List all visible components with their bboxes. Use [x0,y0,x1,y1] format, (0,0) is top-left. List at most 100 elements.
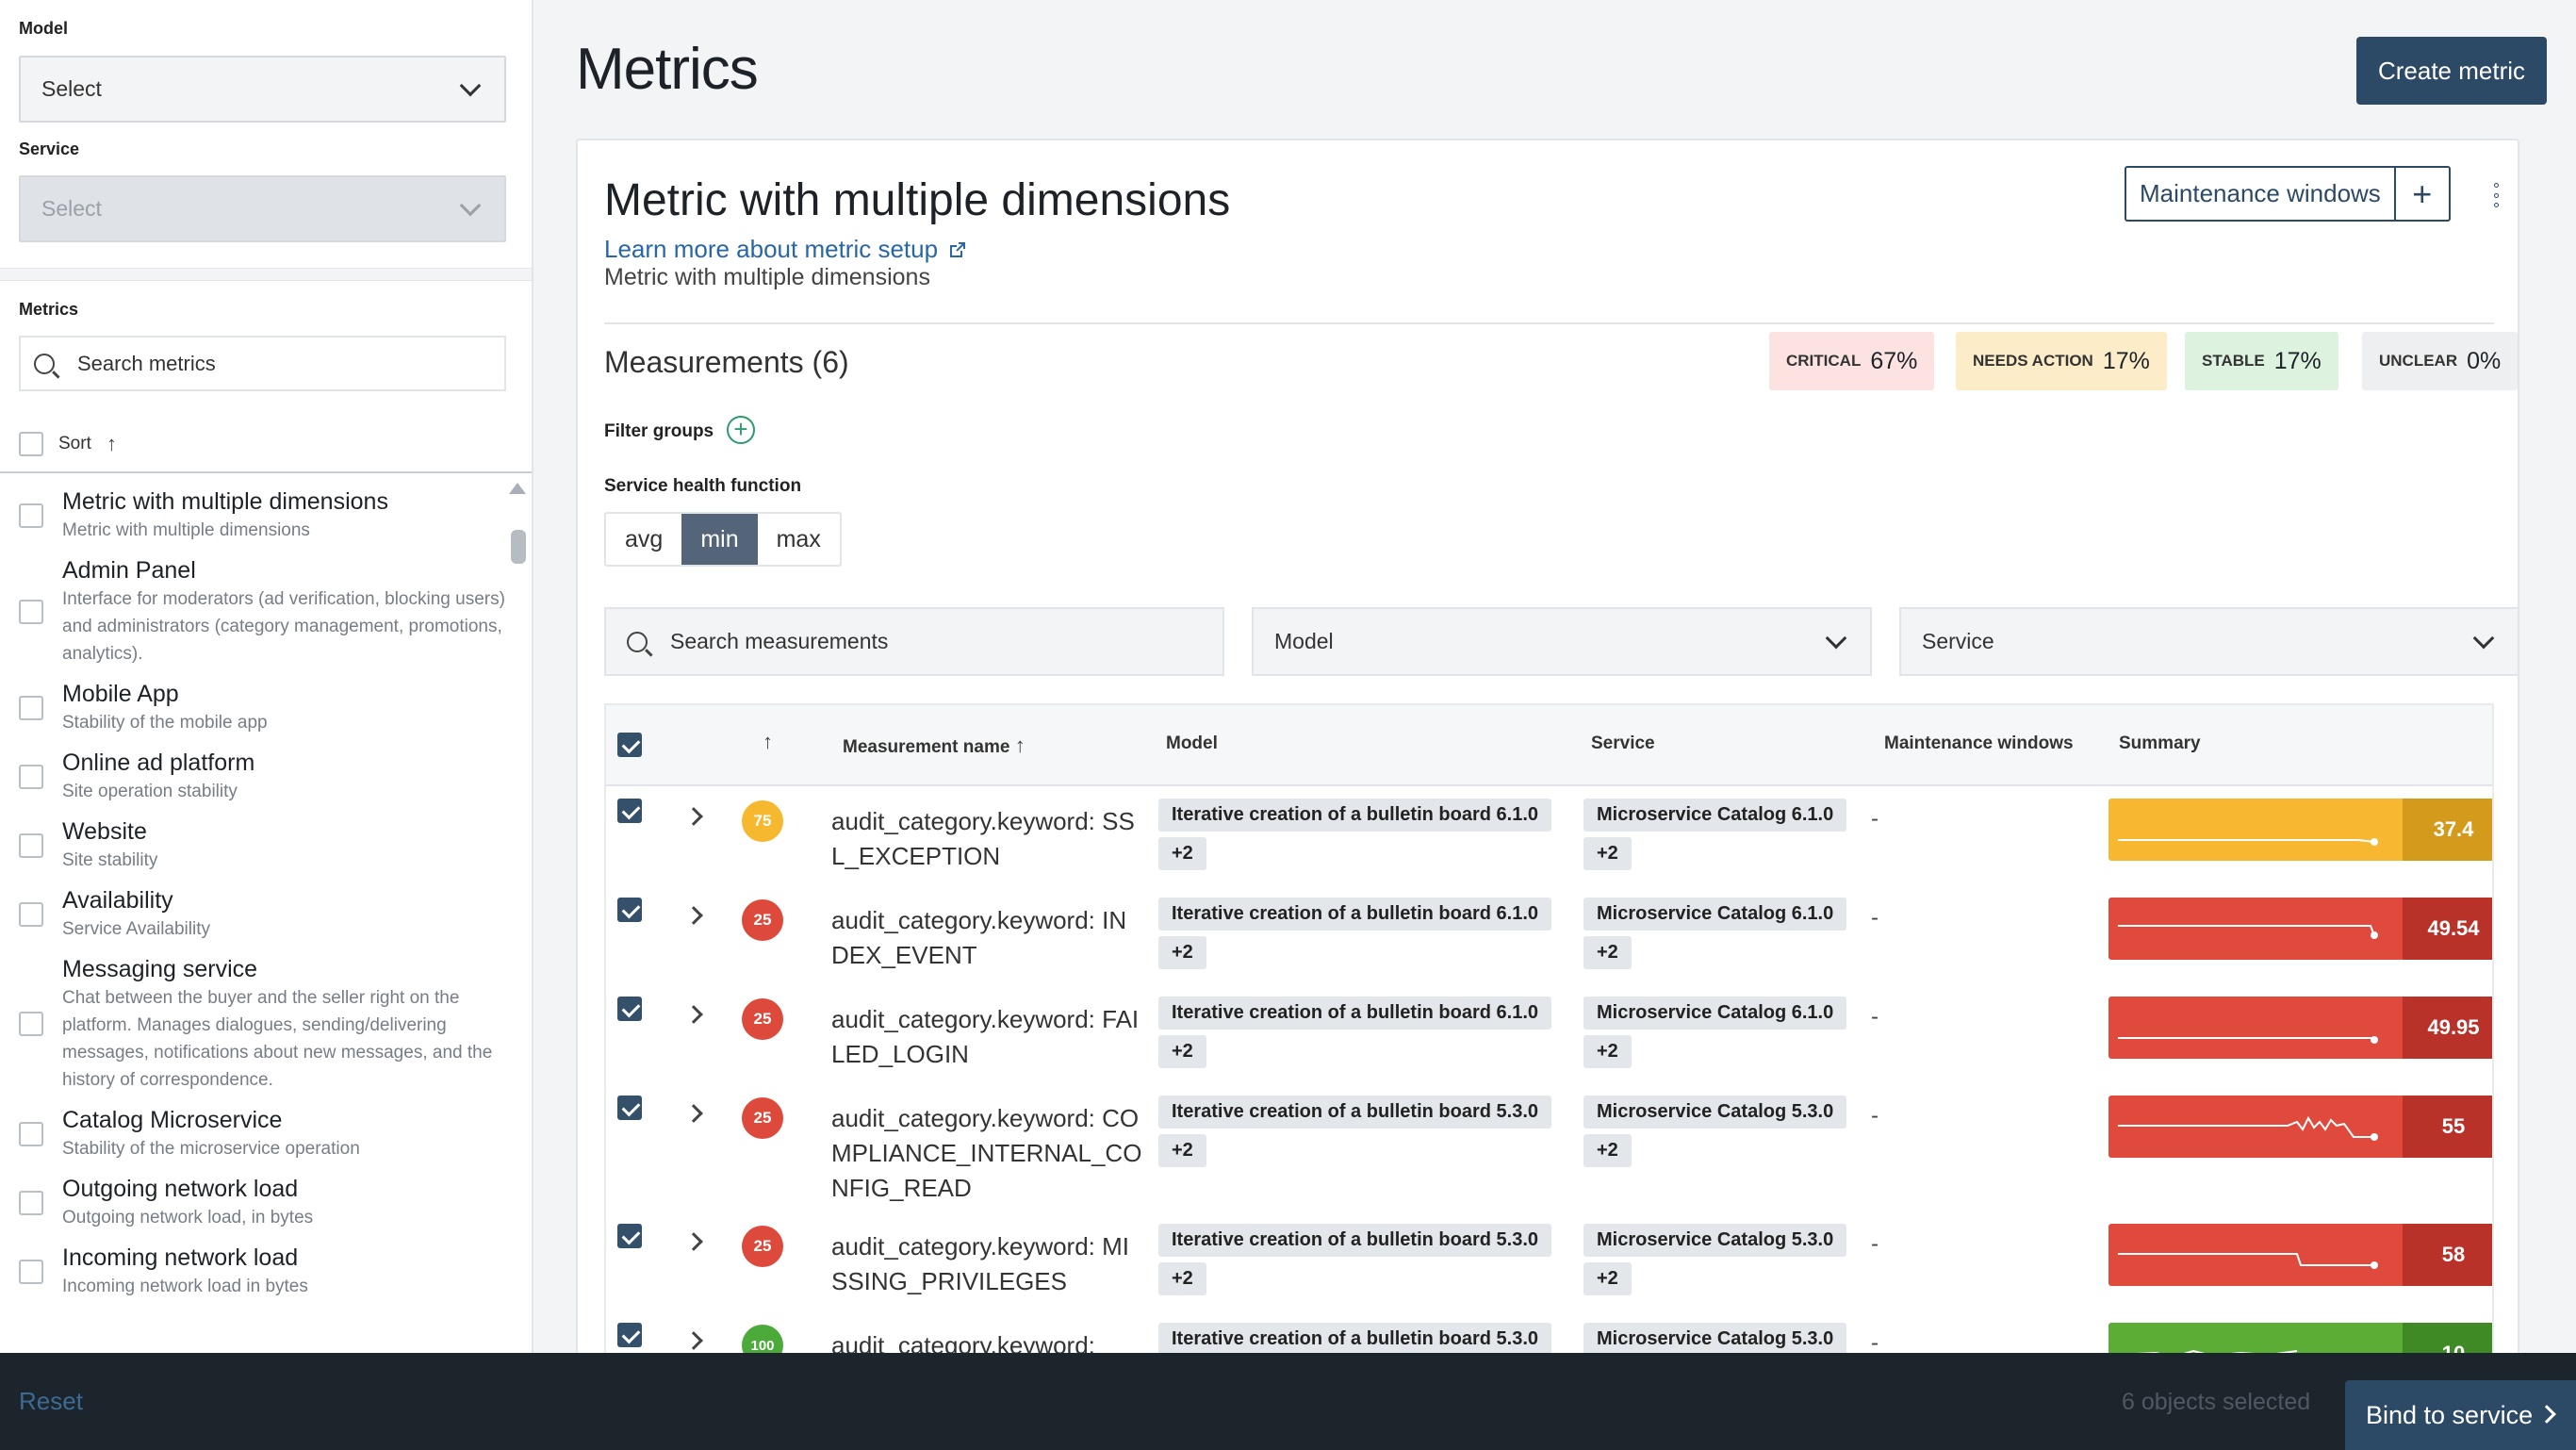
metric-description: Metric with multiple dimensions [62,520,310,540]
metric-list-item[interactable]: Mobile App Stability of the mobile app [0,673,509,742]
status-label: Critical [1786,352,1862,370]
metric-checkbox[interactable] [19,599,43,624]
model-more-tag[interactable]: +2 [1158,1035,1206,1068]
create-metric-button[interactable]: Create metric [2356,37,2547,105]
service-select-value: Select [41,196,102,221]
metric-description: Stability of the mobile app [62,713,268,733]
health-option-min[interactable]: min [681,514,758,565]
metric-checkbox[interactable] [19,1190,43,1215]
chevron-right-icon[interactable] [684,1331,703,1350]
model-more-tag[interactable]: +2 [1158,1262,1206,1295]
service-more-tag[interactable]: +2 [1583,1262,1632,1295]
metric-checkbox[interactable] [19,1121,43,1146]
row-checkbox[interactable] [617,1323,642,1347]
health-option-avg[interactable]: avg [625,525,664,552]
divider [604,322,2494,324]
status-label: Unclear [2379,352,2458,370]
select-all-metrics-checkbox[interactable] [19,432,43,456]
scrollbar-thumb[interactable] [511,530,526,564]
model-more-tag[interactable]: +2 [1158,936,1206,969]
metric-list: Metric with multiple dimensions Metric wi… [0,481,509,1306]
metric-list-item[interactable]: Online ad platform Site operation stabili… [0,742,509,811]
measurement-name: audit_category.keyword: COMPLIANCE_INTER… [831,1104,1142,1202]
sparkline-chart [2118,838,2378,846]
service-more-tag[interactable]: +2 [1583,936,1632,969]
external-link-icon [950,242,966,257]
metric-checkbox[interactable] [19,1259,43,1284]
metric-list-item[interactable]: Availability Service Availability [0,880,509,948]
metric-title: Availability [62,887,173,914]
model-more-tag[interactable]: +2 [1158,837,1206,870]
service-more-tag[interactable]: +2 [1583,837,1632,870]
metric-checkbox[interactable] [19,832,43,858]
chevron-right-icon[interactable] [684,906,703,925]
health-option-max[interactable]: max [776,525,821,552]
chevron-right-icon[interactable] [684,807,703,826]
metric-list-item[interactable]: Outgoing network load Outgoing network lo… [0,1168,509,1237]
metric-checkbox[interactable] [19,695,43,720]
metric-title: Metric with multiple dimensions [62,488,388,515]
filter-groups-label: Filter groups [604,421,714,441]
chevron-down-icon [2472,627,2495,649]
sort-ascending-icon[interactable]: ↑ [106,432,117,455]
column-header-name[interactable]: Measurement name ↑ [843,733,1025,758]
metric-description: Metric with multiple dimensions [604,264,930,290]
selection-count: 6 objects selected [2122,1389,2311,1415]
metric-detail-card: Metric with multiple dimensions Learn mo… [576,139,2519,1364]
chevron-down-icon [1825,627,1847,649]
sort-ascending-icon: ↑ [1014,733,1025,757]
metric-list-item[interactable]: Catalog Microservice Stability of the mic… [0,1099,509,1168]
service-filter-select[interactable]: Service [1899,607,2519,676]
row-checkbox[interactable] [617,799,642,823]
metric-list-item[interactable]: Messaging service Chat between the buyer … [0,948,509,1099]
sparkline-chart [2118,1036,2378,1044]
more-options-icon[interactable] [2494,183,2500,207]
select-all-checkbox[interactable] [617,733,642,757]
metrics-search-input[interactable]: Search metrics [19,336,506,391]
sort-control[interactable]: Sort ↑ [19,432,117,456]
model-select[interactable]: Select [19,56,506,123]
row-checkbox[interactable] [617,898,642,922]
metric-description: Site operation stability [62,782,238,801]
scroll-up-icon[interactable] [509,483,526,494]
summary-value: 49.54 [2403,898,2492,960]
row-checkbox[interactable] [617,997,642,1021]
score-badge: 25 [742,998,783,1040]
chevron-right-icon[interactable] [684,1232,703,1251]
add-maintenance-window-button[interactable]: + [2393,168,2449,220]
chevron-right-icon [2537,1405,2556,1424]
maintenance-windows-button[interactable]: Maintenance windows [2140,179,2381,207]
status-value: 67% [1870,347,1918,374]
score-badge: 25 [742,899,783,941]
service-more-tag[interactable]: +2 [1583,1134,1632,1167]
reset-button[interactable]: Reset [19,1387,83,1415]
table-header: ↑ Measurement name ↑ Model Service Maint… [606,705,2492,786]
metric-setup-link[interactable]: Learn more about metric setup [604,235,967,264]
metric-list-item[interactable]: Admin Panel Interface for moderators (ad … [0,550,509,673]
metric-checkbox[interactable] [19,764,43,789]
metric-list-item[interactable]: Metric with multiple dimensions Metric wi… [0,481,509,550]
service-select[interactable]: Select [19,175,506,242]
model-filter-select[interactable]: Model [1252,607,1872,676]
maintenance-value: - [1871,905,1879,931]
metric-checkbox[interactable] [19,503,43,528]
row-checkbox[interactable] [617,1224,642,1248]
service-more-tag[interactable]: +2 [1583,1035,1632,1068]
metric-checkbox[interactable] [19,1012,43,1036]
maintenance-value: - [1871,806,1879,832]
add-filter-group-icon[interactable]: + [727,416,755,444]
measurements-search-input[interactable]: Search measurements [604,607,1224,676]
metric-list-item[interactable]: Website Site stability [0,811,509,880]
model-more-tag[interactable]: +2 [1158,1134,1206,1167]
service-tag: Microservice Catalog 6.1.0 [1583,799,1847,832]
chevron-right-icon[interactable] [684,1005,703,1024]
health-function-toggle: avg min max [604,512,842,567]
chevron-right-icon[interactable] [684,1104,703,1123]
metric-checkbox[interactable] [19,901,43,927]
bind-to-service-button[interactable]: Bind to service [2345,1380,2576,1450]
metric-list-item[interactable]: Incoming network load Incoming network lo… [0,1237,509,1306]
maintenance-value: - [1871,1231,1879,1257]
row-checkbox[interactable] [617,1096,642,1120]
status-label: Stable [2202,352,2265,370]
sort-ascending-icon[interactable]: ↑ [763,730,773,753]
